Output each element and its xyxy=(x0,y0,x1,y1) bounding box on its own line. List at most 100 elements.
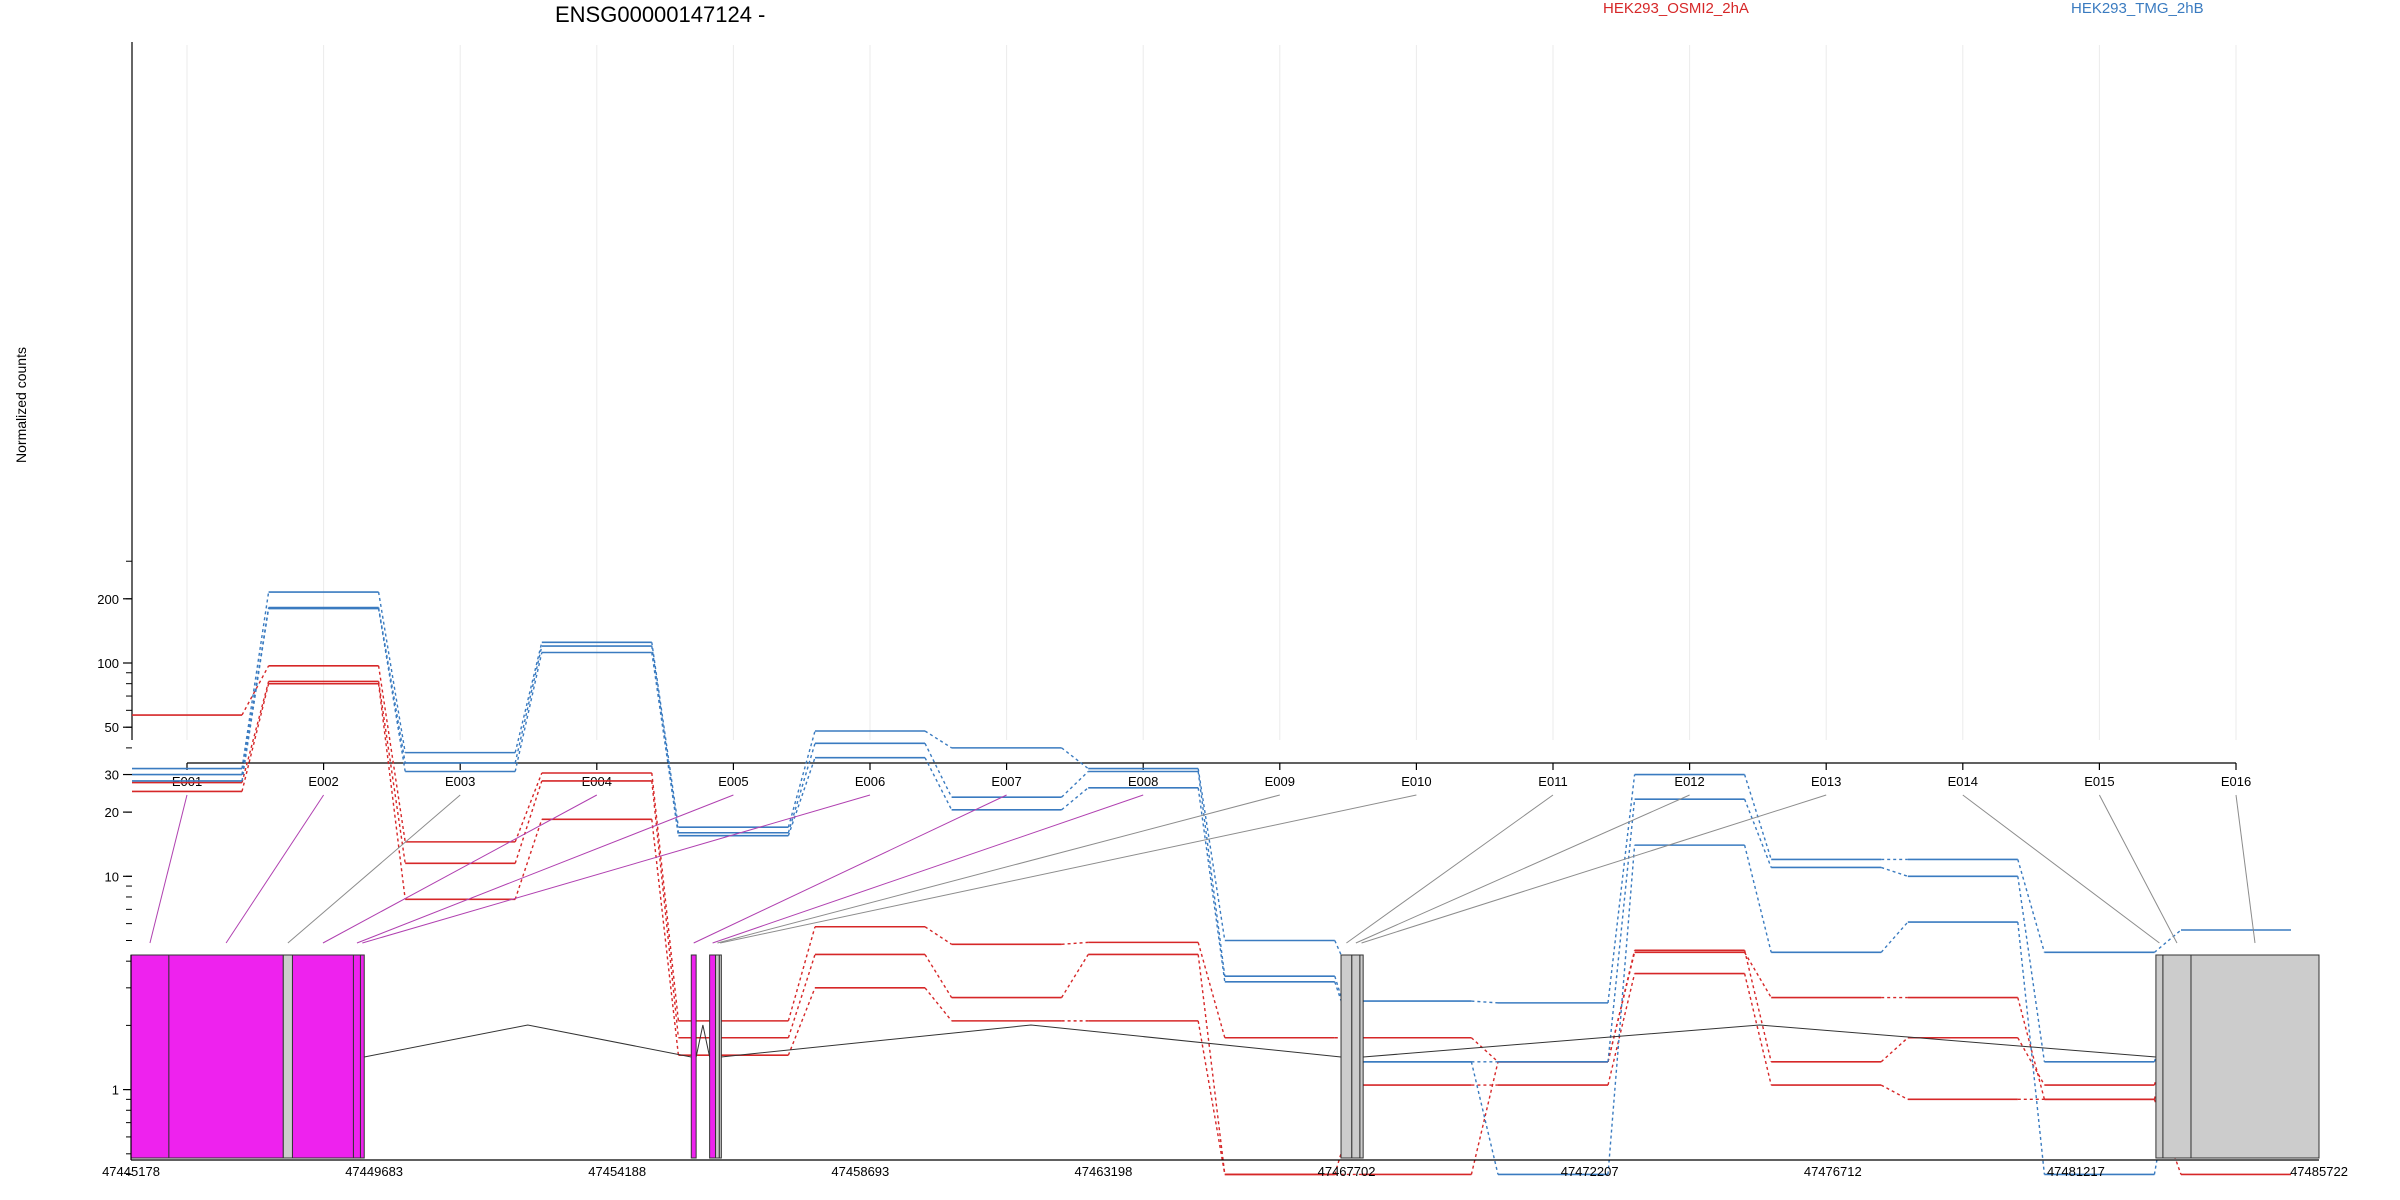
series-connector xyxy=(924,757,953,811)
series-connector xyxy=(787,730,816,828)
x-tick-label: E016 xyxy=(2221,774,2251,789)
series-connector xyxy=(2017,1037,2046,1086)
x-tick-label: E008 xyxy=(1128,774,1158,789)
exon-connector xyxy=(712,794,1144,944)
x-tick-label: E012 xyxy=(1674,774,1704,789)
exon-connector xyxy=(225,794,325,944)
series-connector xyxy=(1471,1000,1499,1004)
exon-connector xyxy=(2235,794,2256,944)
series-connector xyxy=(1743,950,1772,1062)
series-connector xyxy=(377,591,406,753)
series-connector xyxy=(377,683,406,900)
series-connector xyxy=(1743,951,1772,998)
series-connector xyxy=(1470,1061,1499,1175)
series-connector xyxy=(787,954,816,1038)
series-connector xyxy=(1743,973,1772,1086)
series-connector xyxy=(1743,798,1772,868)
series-connector xyxy=(1607,799,1636,1062)
genomic-tick-label: 47472207 xyxy=(1561,1164,1619,1179)
exon-connector xyxy=(1355,794,1690,944)
exon-box xyxy=(2190,954,2320,1159)
x-tick-label: E009 xyxy=(1265,774,1295,789)
exon-connector xyxy=(362,794,871,944)
series-connector xyxy=(1197,954,1226,1175)
series-connector xyxy=(1880,1037,1909,1063)
series-connector xyxy=(1607,952,1636,1062)
x-tick-label: E015 xyxy=(2084,774,2114,789)
genomic-position-axis: 47445178 47449683 47454188 47458693 47463198… xyxy=(102,955,2348,1179)
genomic-tick-label: 47476712 xyxy=(1804,1164,1862,1179)
exon-box xyxy=(1351,954,1361,1159)
exon-box xyxy=(690,954,697,1159)
y-tick-label: 20 xyxy=(105,805,119,820)
genomic-tick-label: 47454188 xyxy=(588,1164,646,1179)
exon-box xyxy=(352,954,361,1159)
exon-box xyxy=(291,954,354,1159)
series-connector xyxy=(377,607,406,764)
exon-connector xyxy=(149,794,188,944)
series-connector xyxy=(2017,922,2046,1175)
exon-box xyxy=(282,954,293,1159)
exon-connector xyxy=(1361,794,1827,944)
series-connector xyxy=(1607,973,1636,1086)
series-connector xyxy=(1470,1037,1499,1063)
vertical-gridlines xyxy=(186,45,2237,740)
x-tick-label: E002 xyxy=(308,774,338,789)
exon-connector xyxy=(1962,794,2160,944)
x-tick-label: E013 xyxy=(1811,774,1841,789)
series-connector xyxy=(514,819,543,900)
plot-lines xyxy=(132,591,2291,1176)
exon-connector-lines xyxy=(149,794,2256,944)
series-connector xyxy=(1743,844,1772,953)
series-connector xyxy=(1197,771,1226,977)
series-connector xyxy=(924,954,953,998)
exon-connector xyxy=(693,794,1007,944)
series-connector xyxy=(377,681,406,864)
y-tick-label: 100 xyxy=(97,656,119,671)
series-connector xyxy=(1197,942,1226,1038)
series-connector xyxy=(1880,921,1909,953)
exon-box xyxy=(130,954,170,1159)
series-connector xyxy=(2153,929,2182,953)
genomic-tick-label: 47467702 xyxy=(1318,1164,1376,1179)
series-connector xyxy=(924,987,953,1022)
exon-connector xyxy=(287,794,461,944)
series-connector xyxy=(1880,1084,1909,1100)
exon-box xyxy=(2155,954,2164,1159)
y-tick-label: 200 xyxy=(97,592,119,607)
x-tick-label: E007 xyxy=(991,774,1021,789)
y-tick-label: 1 xyxy=(112,1083,119,1098)
x-axis: E001E002E003E004E005E006E007E008E009E010… xyxy=(172,762,2251,789)
series-connector xyxy=(514,642,543,753)
exon-box xyxy=(168,954,284,1159)
series-connector xyxy=(2017,876,2046,1062)
intron-line xyxy=(695,1024,711,1058)
x-tick-label: E003 xyxy=(445,774,475,789)
intron-line xyxy=(720,1024,1342,1058)
series-connector xyxy=(2017,859,2046,953)
genomic-tick-label: 47481217 xyxy=(2047,1164,2105,1179)
series-connector xyxy=(787,743,816,833)
series-connector xyxy=(1197,768,1226,941)
legend-item-tmg: HEK293_TMG_2hB xyxy=(2071,0,2204,17)
series-connector xyxy=(1197,1020,1226,1175)
x-tick-label: E011 xyxy=(1538,774,1567,789)
exon-box xyxy=(718,954,722,1159)
intron-line xyxy=(1363,1024,2156,1058)
y-axis: 1 10 20 30 50 100 200 xyxy=(97,42,133,1175)
y-tick-label: 50 xyxy=(105,720,119,735)
series-connector xyxy=(1061,747,1089,770)
series-connector xyxy=(787,987,816,1056)
series-connector xyxy=(1880,866,1909,877)
exon-box xyxy=(1359,954,1364,1159)
legend-item-osmi2: HEK293_OSMI2_2hA xyxy=(1603,0,1749,17)
series-connector xyxy=(924,743,953,798)
exon-connector xyxy=(1346,794,1554,944)
x-tick-label: E010 xyxy=(1401,774,1431,789)
series-connector xyxy=(651,652,680,836)
x-tick-label: E014 xyxy=(1948,774,1978,789)
exon-connector xyxy=(717,794,1280,944)
series-connector xyxy=(787,926,816,1022)
intron-line xyxy=(364,1024,692,1058)
